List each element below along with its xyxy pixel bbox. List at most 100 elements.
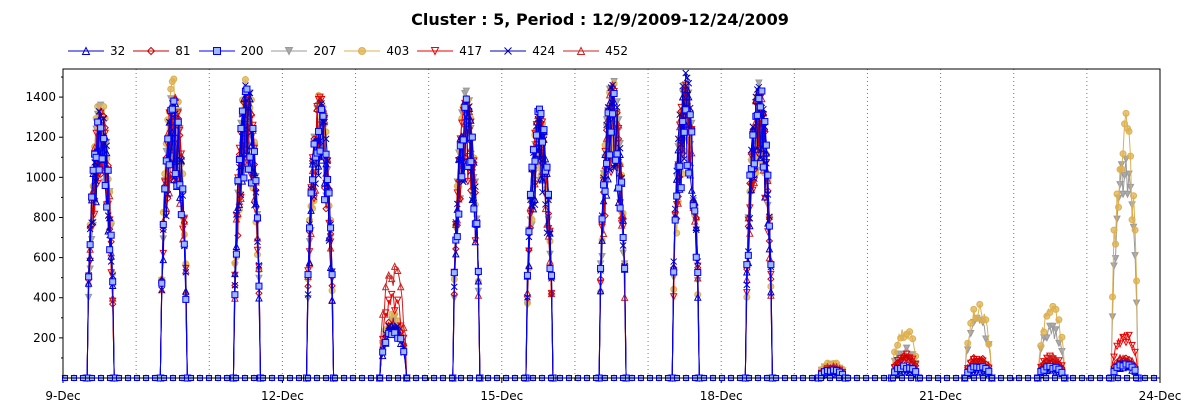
point-207 [1123,190,1132,199]
point-200 [621,264,629,272]
point-200 [618,178,626,186]
legend-item-403[interactable]: 403 [342,44,409,58]
point-200 [531,157,539,165]
legend-item-200[interactable]: 200 [197,44,263,58]
point-200 [94,118,102,126]
point-200 [759,163,767,171]
point-200 [537,110,545,118]
point-200 [400,348,408,356]
point-32 [672,175,681,183]
point-403 [891,348,899,356]
point-207 [1055,339,1063,348]
point-207 [1120,172,1129,180]
y-tick-label: 1400 [25,90,56,104]
legend-item-32[interactable]: 32 [66,44,125,58]
point-200 [686,111,694,119]
point-200 [692,253,700,261]
point-452 [393,266,402,274]
point-200 [179,185,187,193]
point-81 [316,97,324,105]
y-tick-label: 1000 [25,170,56,184]
point-200 [240,174,248,182]
point-207 [608,120,617,129]
point-424 [95,108,103,115]
legend-swatch-424 [490,47,527,55]
point-200 [467,158,475,166]
point-424 [679,82,687,90]
point-200 [182,295,190,303]
point-200 [310,140,318,148]
point-403 [1115,203,1123,211]
y-tick-label: 1200 [25,130,56,144]
point-207 [755,79,763,88]
point-32 [602,190,611,199]
legend-item-207[interactable]: 207 [269,44,336,58]
point-200 [682,106,690,114]
legend-item-424[interactable]: 424 [488,44,555,58]
point-417 [1113,342,1121,351]
point-200 [526,190,534,198]
point-403 [1130,192,1138,200]
point-452 [390,262,399,270]
legend-marker [430,47,440,56]
point-200 [255,282,263,290]
point-200 [761,118,769,126]
point-200 [250,147,258,155]
point-417 [393,296,402,305]
point-200 [459,136,467,144]
point-424 [542,201,549,208]
point-417 [1122,338,1130,347]
point-200 [171,170,179,178]
point-32 [683,85,692,93]
point-200 [95,166,103,174]
point-200 [319,112,327,120]
point-403 [1122,109,1130,117]
point-452 [396,282,405,291]
point-32 [692,223,701,231]
x-tick-label: 21-Dec [919,389,962,403]
point-424 [616,144,624,152]
point-200 [321,196,329,204]
point-403 [906,328,914,336]
point-207 [1111,255,1120,263]
point-200 [237,124,245,132]
legend-swatch-207 [271,47,308,56]
point-424 [182,268,190,276]
point-200 [174,118,182,126]
point-32 [746,221,754,230]
point-424 [606,166,613,173]
point-200 [306,224,314,232]
point-403 [909,335,917,343]
point-200 [1131,366,1139,374]
legend-label-403: 403 [386,44,410,58]
legend-marker [576,46,586,55]
point-200 [379,348,387,356]
point-200 [603,159,611,167]
point-200 [243,85,251,93]
point-417 [1128,342,1136,350]
point-200 [616,204,624,212]
point-207 [1049,322,1057,331]
point-81 [247,111,256,119]
legend-item-452[interactable]: 452 [561,44,628,58]
point-200 [468,133,476,141]
point-32 [378,351,387,360]
point-32 [529,204,538,213]
point-403 [973,314,981,322]
point-200 [88,193,96,201]
point-452 [387,274,396,283]
y-tick-label: 800 [33,210,56,224]
point-32 [246,94,254,103]
legend-item-417[interactable]: 417 [415,44,482,58]
legend-swatch-452 [563,46,600,55]
legend-item-81[interactable]: 81 [131,44,191,58]
point-200 [450,269,458,277]
point-200 [470,205,478,213]
point-200 [109,278,117,286]
point-403 [1128,216,1136,224]
point-200 [597,264,605,272]
point-200 [103,203,111,211]
point-200 [598,215,606,223]
point-417 [387,290,396,299]
